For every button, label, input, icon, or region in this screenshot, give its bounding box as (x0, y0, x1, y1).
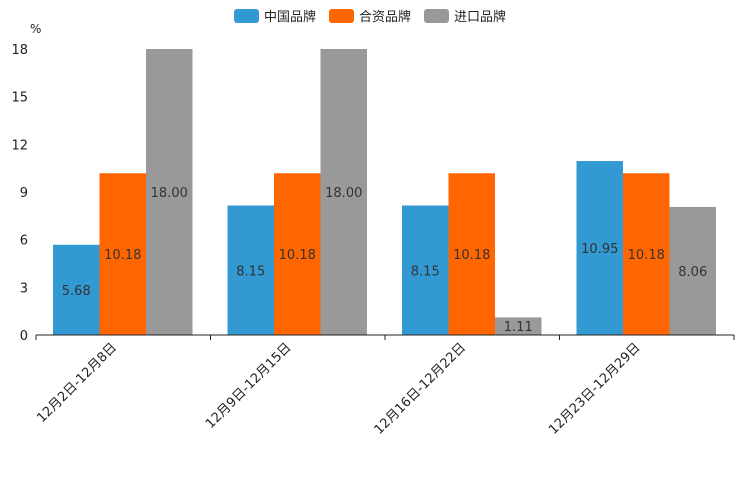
legend-label: 合资品牌 (359, 9, 411, 25)
y-tick-label: 0 (20, 329, 28, 344)
legend-swatch (424, 9, 449, 23)
bar (227, 205, 274, 335)
legend-item[interactable]: 合资品牌 (329, 9, 411, 25)
bar-value-label: 10.18 (628, 248, 665, 263)
bar (669, 206, 716, 335)
bar (320, 49, 367, 335)
bar-value-label: 10.18 (453, 248, 490, 263)
bar (146, 49, 193, 335)
y-tick-label: 6 (20, 234, 28, 249)
legend-swatch (329, 9, 354, 23)
bar (402, 205, 449, 335)
y-tick-label: 12 (11, 138, 28, 153)
bar (448, 173, 495, 335)
y-axis: 0 3 6 9 12 15 18 (11, 43, 28, 344)
y-tick-label: 3 (20, 281, 28, 296)
bar (53, 244, 100, 335)
bar (99, 173, 146, 335)
bar (623, 173, 670, 335)
bar-value-label: 5.68 (62, 284, 91, 299)
bar-value-label: 8.06 (678, 265, 707, 280)
x-tick-label: 12月2日-12月8日 (34, 340, 120, 426)
x-tick-label: 12月23日-12月29日 (546, 340, 643, 437)
legend-item[interactable]: 进口品牌 (424, 9, 506, 25)
y-axis-unit-label: % (30, 22, 41, 36)
legend-label: 进口品牌 (454, 9, 506, 25)
bars: 5.68 10.18 18.00 8.15 10.18 18.00 8.15 10.18 1.1… (53, 49, 716, 335)
legend: 中国品牌 合资品牌 进口品牌 (234, 9, 506, 25)
y-tick-label: 18 (11, 43, 28, 58)
legend-swatch (234, 9, 259, 23)
bar-value-label: 10.18 (104, 248, 141, 263)
bar-value-label: 18.00 (325, 186, 362, 201)
bar-value-label: 8.15 (411, 264, 440, 279)
bar-value-label: 1.11 (504, 320, 533, 335)
y-tick-label: 9 (20, 186, 28, 201)
bar (495, 317, 542, 335)
bar (274, 173, 321, 335)
bar-value-label: 10.95 (581, 242, 618, 257)
x-axis: 12月2日-12月8日 12月9日-12月15日 12月16日-12月22日 12月2… (34, 334, 735, 438)
y-tick-label: 15 (11, 91, 28, 106)
legend-item[interactable]: 中国品牌 (234, 9, 316, 25)
bar-value-label: 10.18 (279, 248, 316, 263)
bar-value-label: 18.00 (151, 186, 188, 201)
x-tick-label: 12月16日-12月22日 (372, 340, 469, 437)
x-tick-label: 12月9日-12月15日 (203, 340, 295, 432)
legend-label: 中国品牌 (264, 9, 316, 25)
bar-value-label: 8.15 (236, 264, 265, 279)
bar (576, 161, 623, 335)
